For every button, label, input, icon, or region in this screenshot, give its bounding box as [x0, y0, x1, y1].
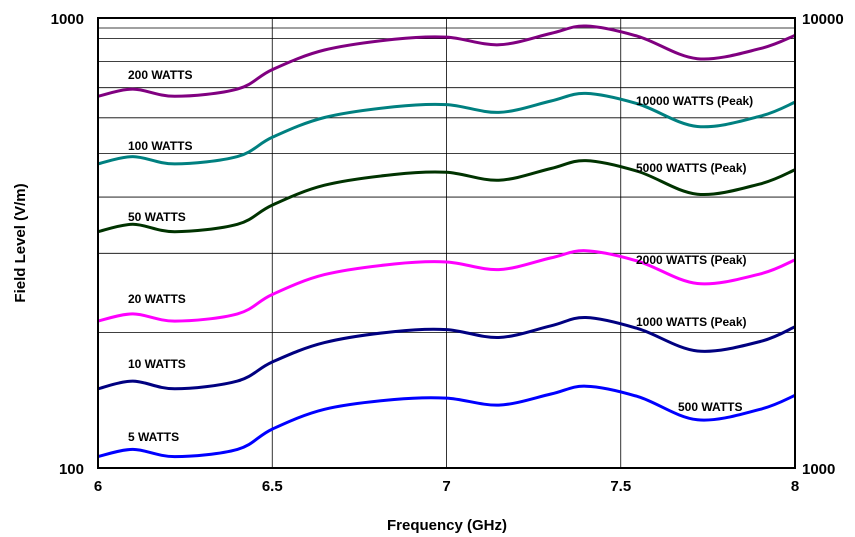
x-tick-label: 6.5: [262, 478, 283, 495]
series-labels: 5 WATTS 10 WATTS 20 WATTS 50 WATTS 100 WATTS…: [128, 68, 753, 444]
axis-ticks: 6 6.5 7 7.5 8 100 1000 1000 10000: [51, 11, 844, 495]
series-label: 20 WATTS: [128, 292, 186, 306]
x-tick-label: 7.5: [610, 478, 631, 495]
plot-area-frame: [97, 17, 796, 469]
annotation-label: 5000 WATTS (Peak): [636, 161, 746, 175]
series-line-10-watts: [97, 315, 796, 391]
chart-series: [97, 24, 796, 459]
series-line-200-watts: [97, 24, 796, 98]
y-left-tick-label: 1000: [51, 11, 84, 28]
series-line-20-watts: [97, 249, 796, 323]
series-label: 100 WATTS: [128, 139, 192, 153]
x-tick-label: 7: [442, 478, 450, 495]
series-line-50-watts: [97, 159, 796, 234]
y-right-tick-label: 1000: [802, 461, 835, 478]
annotation-label: 10000 WATTS (Peak): [636, 94, 753, 108]
annotation-label: 500 WATTS: [678, 400, 742, 414]
series-label: 200 WATTS: [128, 68, 192, 82]
x-tick-label: 8: [791, 478, 799, 495]
y-left-tick-label: 100: [59, 461, 84, 478]
series-label: 50 WATTS: [128, 210, 186, 224]
y-right-tick-label: 10000: [802, 11, 844, 28]
annotation-label: 2000 WATTS (Peak): [636, 253, 746, 267]
x-axis-title: Frequency (GHz): [387, 517, 507, 534]
annotation-label: 1000 WATTS (Peak): [636, 315, 746, 329]
series-line-5-watts: [97, 384, 796, 459]
series-label: 10 WATTS: [128, 357, 186, 371]
series-line-100-watts: [97, 91, 796, 166]
series-label: 5 WATTS: [128, 430, 179, 444]
y-axis-title: Field Level (V/m): [12, 183, 29, 302]
x-tick-label: 6: [94, 478, 102, 495]
